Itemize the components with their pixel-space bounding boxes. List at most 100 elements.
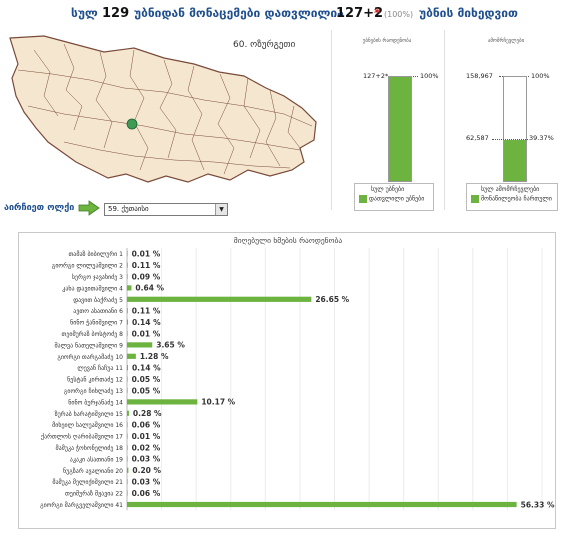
chevron-down-icon[interactable]: ▼ [215, 204, 227, 215]
georgia-district-map[interactable] [4, 30, 322, 192]
precincts-top-label: 127+2* [363, 72, 389, 80]
chart-title: მიღებული ხმების რაოდენობა [234, 236, 343, 245]
vote-bar [127, 262, 128, 268]
vote-percent-label: 0.03 % [132, 478, 161, 487]
vote-bar [127, 399, 198, 405]
candidate-label: თამაზ ბიბილური 1 [69, 251, 124, 258]
candidate-label: აკაკი ასათიანი 19 [70, 456, 123, 463]
vote-bar [127, 342, 153, 348]
vote-bar [127, 251, 128, 257]
candidate-label: მამუკა მელიქიშვილი 21 [52, 479, 123, 486]
vote-percent-label: 0.06 % [132, 489, 161, 498]
vote-percent-label: 26.65 % [315, 295, 349, 304]
vote-bar [127, 387, 128, 394]
district-selector-label: აირჩიეთ ოლქი [4, 203, 75, 213]
vote-percent-label: 0.20 % [132, 466, 161, 475]
candidate-label: სერგო ჯავახიძე 3 [72, 274, 123, 281]
vote-percent-label: 0.06 % [132, 421, 161, 430]
candidate-label: კახა დავითაშვილი 4 [62, 285, 123, 292]
precincts-column-fill [389, 77, 411, 181]
vote-bar [127, 501, 517, 508]
vote-bar [127, 444, 128, 451]
voters-top-label: 158,967 [466, 72, 493, 80]
header-counted: 127+2 [336, 6, 384, 21]
vote-percent-label: 1.28 % [140, 352, 169, 361]
voters-chart-title: ამომრჩევლები [487, 38, 525, 44]
selected-district-marker[interactable] [126, 118, 138, 130]
vote-percent-label: 0.01 % [132, 250, 161, 259]
precincts-top-percent: 100% [420, 72, 439, 80]
candidate-label: მიხეილ სალუაშვილი 16 [52, 422, 123, 429]
voters-legend: სულ ამომრჩევლები მონაწილეობა ჩართული [466, 183, 558, 211]
chart-bars: თამაზ ბიბილური 1 0.01 % გიორგი ლილუაშვილი … [40, 250, 555, 510]
vote-percent-label: 0.03 % [132, 455, 161, 464]
precincts-legend: სულ უბნები დათვლილი უბნები [354, 183, 434, 211]
legend-counted-voters: მონაწილეობა ჩართული [481, 195, 552, 203]
vote-bar [127, 456, 128, 462]
voters-top-percent: 100% [531, 72, 550, 80]
vote-percent-label: 0.02 % [132, 443, 161, 452]
candidate-label: თეიმურაზ მჟავია 22 [65, 491, 123, 498]
vote-bar [127, 273, 128, 280]
vote-percent-label: 56.33 % [521, 500, 555, 509]
legend-counted-precincts-row: დათვლილი უბნები [355, 193, 433, 203]
vote-bar [127, 422, 128, 428]
vote-bar [127, 353, 136, 359]
candidate-label: გიორგი ლილუაშვილი 2 [52, 263, 123, 270]
header-middle: უბნიდან მონაცემები დათვლილია [134, 6, 344, 20]
vote-percent-label: 0.05 % [132, 375, 161, 384]
vote-bar [127, 376, 128, 382]
candidate-label: გიორგი თარგამაძე 10 [57, 354, 123, 361]
district-select[interactable]: 59. ქუთაისი ▼ [104, 203, 228, 216]
panel-divider [331, 30, 332, 210]
vote-percent-label: 0.05 % [132, 386, 161, 395]
candidate-label: გიორგი ჩიხლაძე 13 [64, 388, 123, 395]
voters-value-percent: 39.37% [529, 134, 554, 142]
candidate-label: ნესტან კირთაძე 12 [67, 377, 123, 384]
header-percent: (100%) [384, 10, 414, 19]
vote-bar [127, 490, 128, 496]
vote-percent-label: 3.65 % [156, 341, 185, 350]
vote-percent-label: 0.11 % [132, 307, 161, 316]
vote-bar [127, 319, 128, 325]
chart-frame [18, 232, 556, 529]
voters-column [503, 76, 527, 182]
map-svg[interactable] [4, 30, 322, 192]
candidate-label: თეიმურაზ ბოსტოძე 8 [62, 331, 124, 338]
voters-value-dotted-line [492, 139, 528, 140]
voters-value-label: 62,587 [466, 134, 489, 142]
arrow-right-icon [78, 200, 100, 216]
vote-percent-label: 0.01 % [132, 329, 161, 338]
vote-bar [127, 296, 312, 302]
votes-chart: მიღებული ხმების რაოდენობა თამაზ ბიბილური… [18, 232, 556, 529]
candidate-label: მამუკა ჭოხონელიძე 18 [55, 445, 123, 452]
legend-total-voters: სულ ამომრჩევლები [481, 186, 540, 193]
panel-divider [444, 30, 445, 210]
results-header: სულ 129 უბნიდან მონაცემები დათვლილია 127… [0, 0, 566, 30]
precincts-column [388, 76, 412, 182]
vote-bar [127, 330, 128, 337]
voters-column-fill [504, 140, 526, 181]
vote-bar [127, 433, 128, 439]
precincts-chart-title: უბნების რაოდენობა [362, 38, 412, 44]
candidate-label: ქართლოს ღარიბაშვილი 17 [41, 434, 123, 441]
vote-bar [127, 308, 128, 314]
vote-bar [127, 365, 128, 371]
legend-swatch [359, 195, 367, 203]
vote-percent-label: 0.28 % [133, 409, 162, 418]
candidate-label: ნინო ჭანიშვილი 7 [70, 320, 123, 327]
candidate-label: ნუგზარ ავალიანი 20 [63, 468, 123, 475]
vote-percent-label: 0.14 % [132, 364, 161, 373]
vote-percent-label: 0.11 % [132, 261, 161, 270]
legend-counted-precincts: დათვლილი უბნები [369, 195, 425, 203]
vote-bar [127, 467, 129, 473]
candidate-label: ნინო ბურჯანაძე 14 [68, 399, 123, 406]
vote-percent-label: 10.17 % [201, 398, 235, 407]
legend-total-precincts: სულ უბნები [371, 186, 405, 193]
header-total: 129 [102, 6, 130, 21]
candidate-label: შალვა ნათელაშვილი 9 [54, 342, 123, 349]
vote-bar [127, 410, 129, 416]
vote-bar [127, 285, 132, 291]
candidate-label: გიორგი მარგველაშვილი 41 [40, 502, 123, 509]
candidate-label: ზურაბ ხარატიშვილი 15 [55, 411, 124, 418]
